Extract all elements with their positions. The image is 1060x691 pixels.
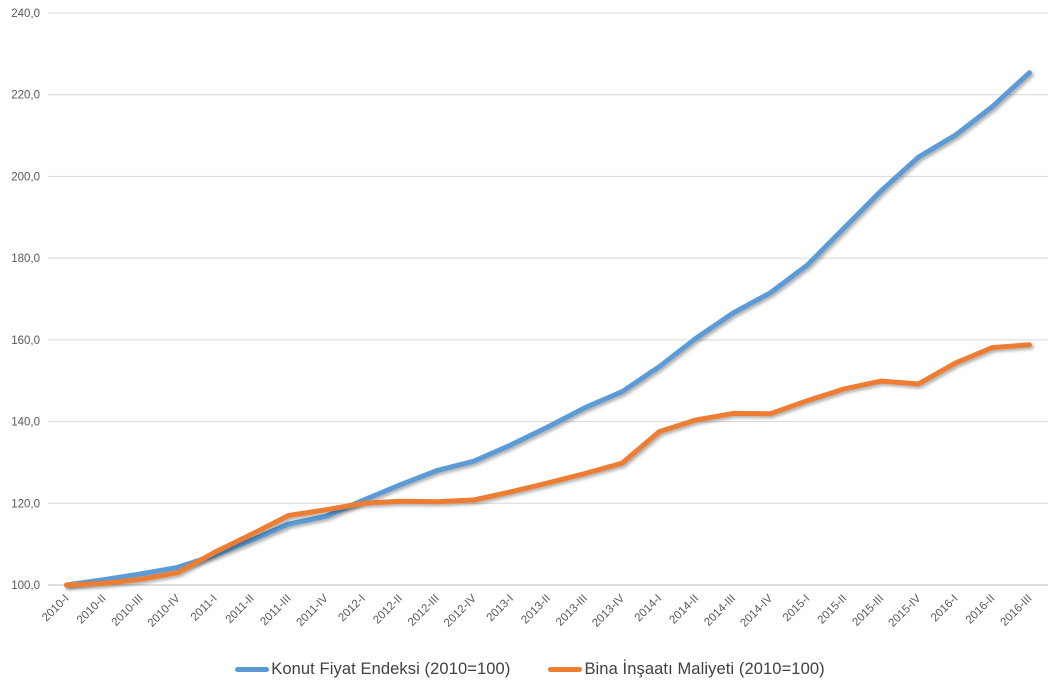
series-line-bina[interactable] (64, 342, 1032, 588)
x-tick-label: 2013-III (554, 593, 590, 629)
line-chart-svg: 100,0 120,0 140,0 160,0 180,0 200,0 220,0 240,0… (11, 8, 1048, 630)
x-tick-label: 2011-I (189, 593, 220, 624)
x-tick-label: 2015-IV (887, 592, 924, 629)
legend-label-konut: Konut Fiyat Endeksi (2010=100) (271, 659, 511, 678)
legend-marker-konut (235, 666, 270, 672)
x-tick-label: 2014-III (702, 593, 738, 629)
x-tick-label: 2010-I (40, 593, 72, 625)
legend-label-bina: Bina İnşaatı Maliyeti (2010=100) (584, 659, 825, 678)
x-tick-label: 2016-III (999, 593, 1035, 629)
y-tick-label: 240,0 (11, 8, 40, 20)
legend: Konut Fiyat Endeksi (2010=100) Bina İnşa… (0, 654, 1060, 684)
x-tick-label: 2015-III (850, 593, 886, 629)
legend-item-konut[interactable]: Konut Fiyat Endeksi (2010=100) (235, 660, 510, 679)
x-tick-label: 2012-II (371, 593, 405, 627)
y-tick-label: 100,0 (11, 580, 40, 592)
y-tick-label: 120,0 (11, 498, 40, 510)
x-tick-label: 2014-II (667, 593, 701, 627)
x-tick-label: 2010-IV (146, 592, 183, 629)
x-tick-label: 2014-IV (738, 592, 775, 629)
gridlines-group (48, 12, 1048, 586)
x-tick-label: 2016-II (964, 593, 998, 627)
y-tick-label: 200,0 (11, 171, 40, 183)
x-tick-label: 2011-II (224, 593, 257, 626)
legend-marker-bina (548, 666, 583, 672)
x-tick-label: 2013-I (485, 593, 517, 625)
x-tick-label: 2011-IV (295, 592, 332, 629)
y-tick-label: 180,0 (11, 253, 40, 265)
axis-labels-group: 100,0 120,0 140,0 160,0 180,0 200,0 220,0 240,0… (11, 8, 1034, 630)
legend-item-bina[interactable]: Bina İnşaatı Maliyeti (2010=100) (548, 659, 825, 679)
series-line-konut[interactable] (64, 70, 1032, 588)
y-tick-label: 140,0 (11, 417, 40, 429)
x-tick-label: 2015-II (816, 593, 850, 627)
x-tick-label: 2012-I (336, 593, 368, 625)
x-tick-label: 2013-II (519, 593, 553, 627)
y-tick-label: 160,0 (11, 335, 40, 347)
x-tick-label: 2012-IV (442, 592, 479, 629)
series-group (64, 70, 1032, 588)
x-tick-label: 2010-III (110, 593, 146, 629)
x-tick-label: 2013-IV (590, 592, 627, 629)
x-tick-label: 2016-I (929, 593, 961, 625)
x-tick-label: 2012-III (406, 593, 442, 629)
x-tick-label: 2014-I (633, 593, 665, 625)
x-tick-label: 2015-I (781, 593, 813, 625)
x-tick-label: 2010-II (75, 593, 109, 627)
x-tick-label: 2011-III (258, 593, 293, 628)
y-tick-label: 220,0 (11, 90, 40, 102)
